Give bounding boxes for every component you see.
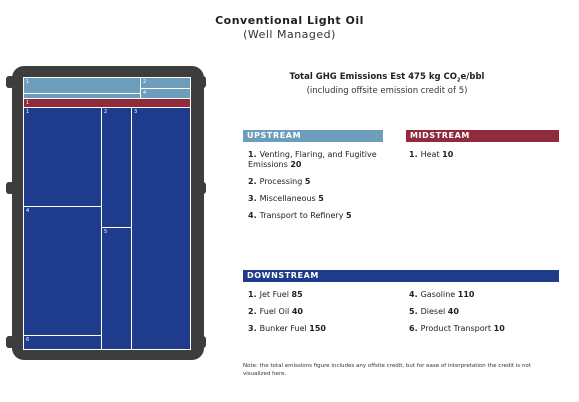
item-label: Venting, Flaring, and Fugitive Emissions: [248, 150, 377, 169]
downstream-list-left: 1. Jet Fuel 85 2. Fuel Oil 40 3. Bunker Fue…: [248, 290, 398, 341]
treemap-downstream-1: 1: [24, 108, 101, 206]
treemap-upstream-1: 1: [24, 78, 140, 93]
treemap-downstream-3: 3: [132, 108, 190, 349]
list-item: 2. Processing 5: [248, 177, 388, 187]
item-label: Product Transport: [420, 324, 492, 333]
midstream-list: 1. Heat 10: [409, 150, 559, 167]
total-emissions-text: Total GHG Emissions Est 475 kg CO: [289, 72, 458, 82]
list-item: 3. Bunker Fuel 150: [248, 324, 398, 334]
item-value: 20: [290, 160, 302, 169]
list-item: 4. Transport to Refinery 5: [248, 211, 388, 221]
item-value: 40: [447, 307, 459, 316]
item-value: 10: [442, 150, 454, 159]
item-value: 85: [291, 290, 303, 299]
treemap-label: 3: [134, 109, 138, 115]
treemap-downstream-4: 4: [24, 207, 101, 335]
barrel-hoop-left-top: [6, 76, 14, 88]
item-value: 150: [309, 324, 326, 333]
item-value: 5: [346, 211, 352, 220]
barrel-hoop-right-bottom: [198, 336, 206, 348]
treemap-label: 4: [143, 90, 147, 96]
barrel-hoop-left-mid: [6, 182, 14, 194]
barrel-hoop-right-mid: [198, 182, 206, 194]
treemap-label: 1: [26, 109, 30, 115]
list-item: 1. Venting, Flaring, and Fugitive Emissio…: [248, 150, 388, 170]
item-value: 5: [318, 194, 324, 203]
item-label: Processing: [259, 177, 303, 186]
treemap-label: 5: [104, 229, 108, 235]
list-item: 1. Heat 10: [409, 150, 559, 160]
list-item: 1. Jet Fuel 85: [248, 290, 398, 300]
item-number: 3.: [248, 324, 257, 333]
list-item: 5. Diesel 40: [409, 307, 559, 317]
total-emissions-heading: Total GHG Emissions Est 475 kg CO2e/bbl: [237, 72, 537, 84]
footnote: Note: the total emissions figure include…: [243, 363, 531, 377]
treemap-label: 1: [26, 79, 30, 85]
diagram-subtitle: (Well Managed): [243, 28, 336, 41]
item-number: 1.: [409, 150, 418, 159]
offsite-credit-note: (including offsite emission credit of 5): [306, 86, 468, 96]
treemap-downstream-5: 5: [102, 228, 131, 349]
list-item: 2. Fuel Oil 40: [248, 307, 398, 317]
item-number: 1.: [248, 150, 257, 159]
downstream-list-right: 4. Gasoline 110 5. Diesel 40 6. Product Tra…: [409, 290, 559, 341]
item-label: Bunker Fuel: [259, 324, 307, 333]
treemap-label: 1: [26, 100, 30, 106]
item-label: Jet Fuel: [259, 290, 289, 299]
item-label: Transport to Refinery: [259, 211, 344, 220]
item-number: 6.: [409, 324, 418, 333]
item-number: 4.: [409, 290, 418, 299]
co2-subscript: 2: [457, 77, 461, 84]
item-number: 4.: [248, 211, 257, 220]
item-number: 1.: [248, 290, 257, 299]
barrel-hoop-right-top: [198, 76, 206, 88]
treemap-upstream-4: 4: [141, 89, 190, 98]
upstream-list: 1. Venting, Flaring, and Fugitive Emissio…: [248, 150, 388, 228]
total-emissions-unit: e/bbl: [460, 72, 485, 82]
item-value: 40: [291, 307, 303, 316]
item-value: 10: [493, 324, 505, 333]
item-number: 5.: [409, 307, 418, 316]
treemap-label: 2: [104, 109, 108, 115]
list-item: 6. Product Transport 10: [409, 324, 559, 334]
treemap-upstream-3: [24, 94, 140, 98]
treemap-upstream-2: 2: [141, 78, 190, 88]
item-label: Heat: [420, 150, 440, 159]
downstream-header: DOWNSTREAM: [243, 270, 559, 282]
item-number: 3.: [248, 194, 257, 203]
treemap-downstream-2: 2: [102, 108, 131, 227]
treemap-label: 2: [143, 79, 147, 85]
item-label: Diesel: [420, 307, 446, 316]
treemap-label: 6: [26, 337, 30, 343]
item-number: 2.: [248, 307, 257, 316]
diagram-title: Conventional Light Oil: [215, 14, 364, 27]
midstream-header: MIDSTREAM: [406, 130, 559, 142]
upstream-header: UPSTREAM: [243, 130, 383, 142]
treemap-label: 4: [26, 208, 30, 214]
list-item: 3. Miscellaneous 5: [248, 194, 388, 204]
list-item: 4. Gasoline 110: [409, 290, 559, 300]
treemap-downstream-6: 6: [24, 336, 101, 349]
item-label: Gasoline: [420, 290, 456, 299]
item-value: 110: [457, 290, 475, 299]
barrel-hoop-left-bottom: [6, 336, 14, 348]
item-value: 5: [304, 177, 311, 186]
item-number: 2.: [248, 177, 257, 186]
treemap-midstream-1: 1: [24, 99, 190, 107]
item-label: Fuel Oil: [259, 307, 290, 316]
item-label: Miscellaneous: [259, 194, 316, 203]
